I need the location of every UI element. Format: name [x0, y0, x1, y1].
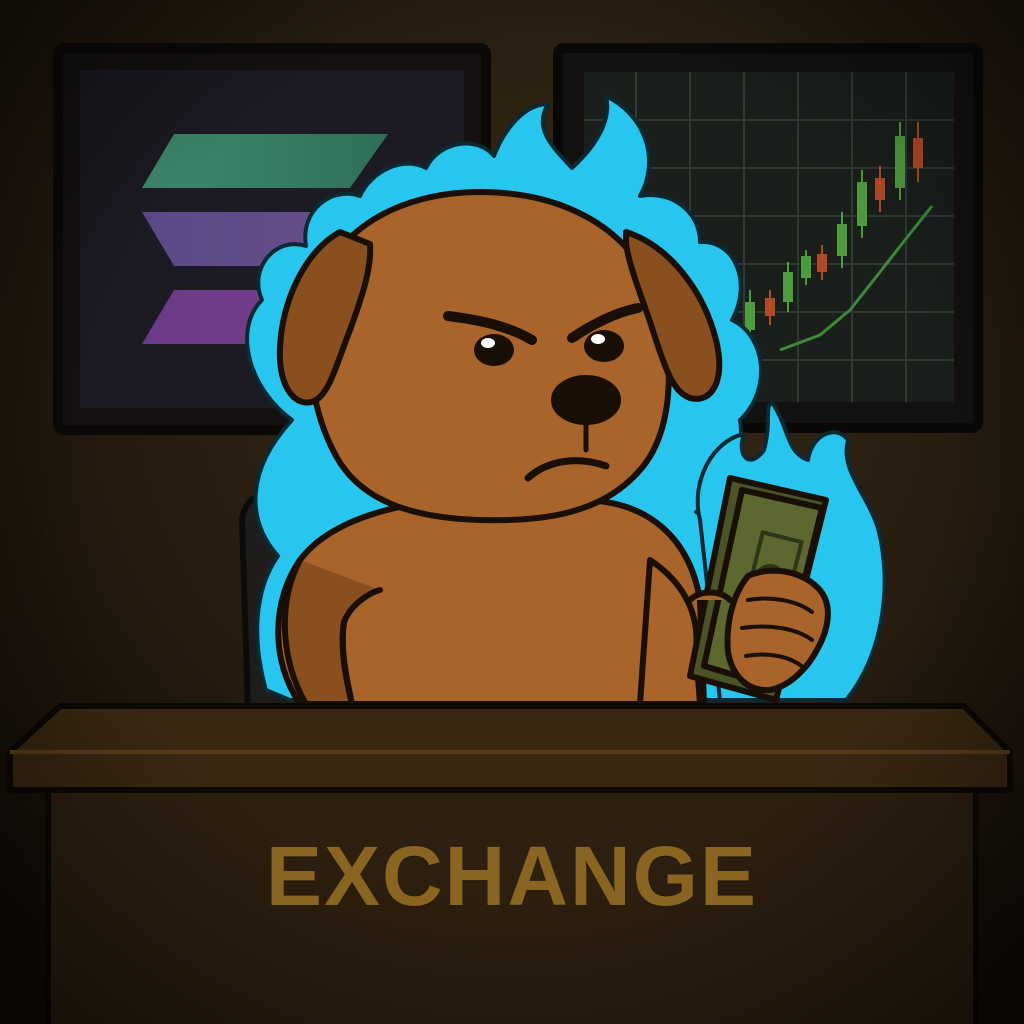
desk-label: EXCHANGE: [265, 829, 759, 923]
